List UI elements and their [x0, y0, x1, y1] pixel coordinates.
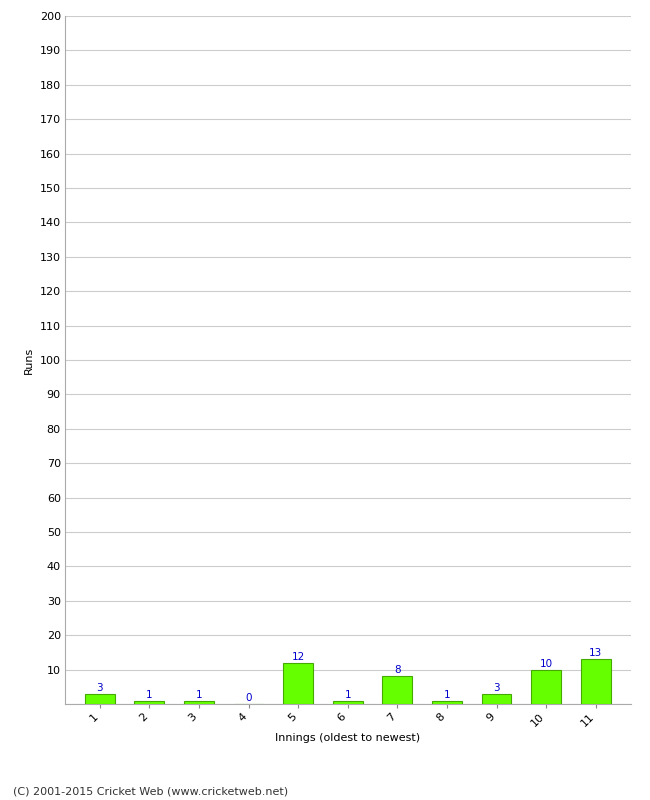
Text: 3: 3: [493, 682, 500, 693]
Text: 0: 0: [245, 693, 252, 703]
Y-axis label: Runs: Runs: [24, 346, 34, 374]
Bar: [184, 701, 214, 704]
Text: 3: 3: [96, 682, 103, 693]
Text: 13: 13: [589, 648, 603, 658]
Text: 1: 1: [344, 690, 351, 699]
Bar: [581, 659, 610, 704]
Bar: [382, 677, 412, 704]
X-axis label: Innings (oldest to newest): Innings (oldest to newest): [275, 734, 421, 743]
Text: 1: 1: [196, 690, 202, 699]
Bar: [135, 701, 164, 704]
Text: (C) 2001-2015 Cricket Web (www.cricketweb.net): (C) 2001-2015 Cricket Web (www.cricketwe…: [13, 786, 288, 796]
Text: 10: 10: [540, 658, 552, 669]
Bar: [333, 701, 363, 704]
Bar: [482, 694, 512, 704]
Bar: [85, 694, 114, 704]
Text: 1: 1: [146, 690, 153, 699]
Bar: [283, 662, 313, 704]
Text: 12: 12: [291, 652, 305, 662]
Text: 1: 1: [444, 690, 450, 699]
Bar: [432, 701, 462, 704]
Bar: [531, 670, 561, 704]
Text: 8: 8: [394, 666, 400, 675]
